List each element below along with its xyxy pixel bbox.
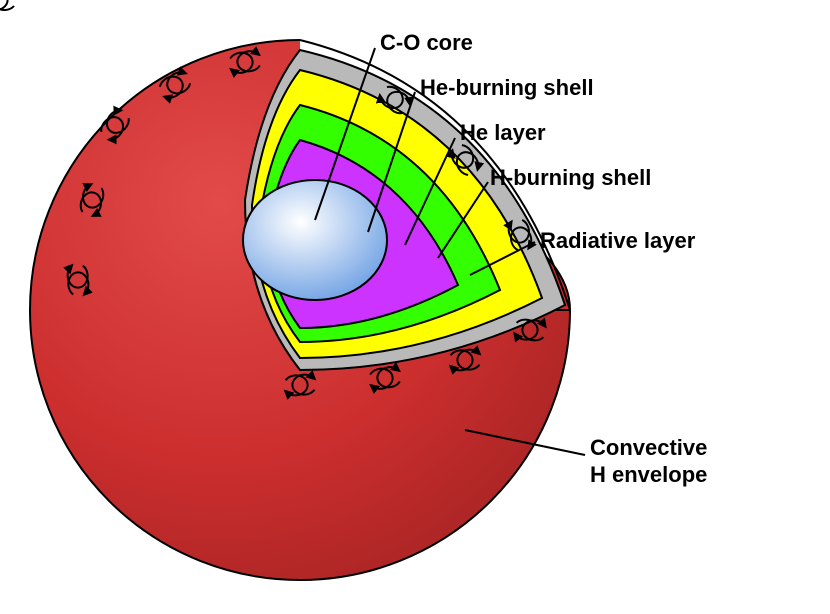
label-he-burning: He-burning shell [420,75,594,100]
stellar-structure-diagram: C-O core He-burning shell He layer H-bur… [0,0,830,614]
label-h-burning: H-burning shell [490,165,651,190]
label-core: C-O core [380,30,473,55]
label-he-layer: He layer [460,120,546,145]
label-envelope-l1: Convective [590,435,707,460]
label-envelope-l2: H envelope [590,462,707,487]
co-core [243,180,387,300]
label-radiative: Radiative layer [540,228,696,253]
